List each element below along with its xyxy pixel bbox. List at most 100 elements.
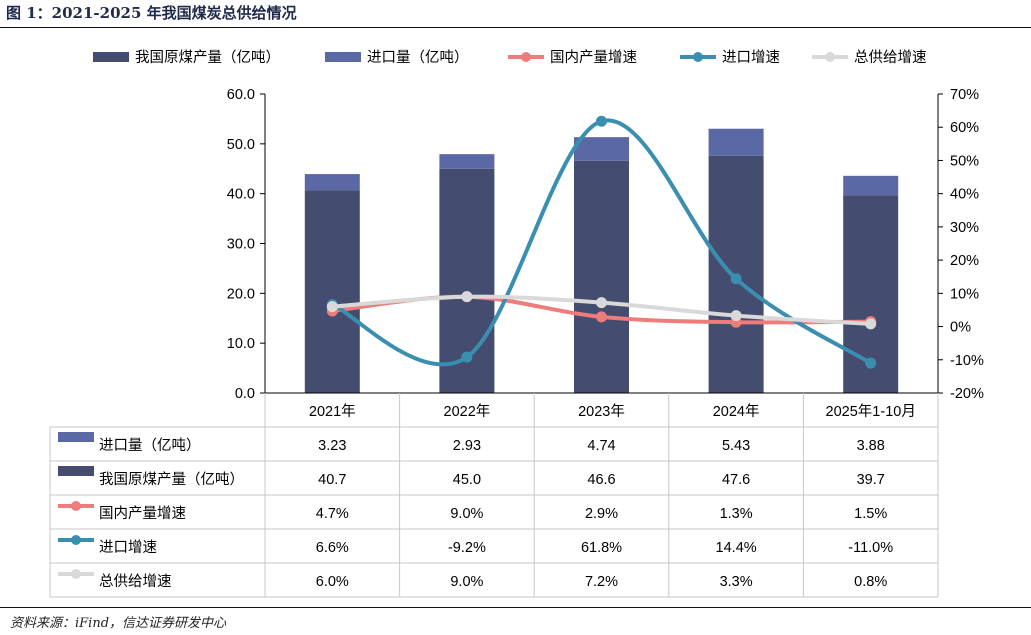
point xyxy=(865,318,877,330)
category-label: 2024年 xyxy=(713,403,760,420)
category-label: 2021年 xyxy=(309,403,356,420)
category-label: 2023年 xyxy=(578,403,625,420)
point xyxy=(730,273,742,285)
figure-title: 图 1：2021-2025 年我国煤炭总供给情况 xyxy=(6,4,297,22)
row-swatch xyxy=(58,432,94,442)
left-tick-label: 0.0 xyxy=(235,386,255,402)
point xyxy=(596,297,607,309)
legend: 我国原煤产量（亿吨） 进口量（亿吨） 国内产量增速 进口增速 总供给增速 xyxy=(93,49,927,66)
left-tick-label: 30.0 xyxy=(227,237,255,253)
row-label: 进口量（亿吨） xyxy=(99,437,201,454)
row-marker xyxy=(71,535,81,545)
row-swatch xyxy=(58,466,94,476)
right-tick-label: 0% xyxy=(950,320,971,336)
bar xyxy=(304,190,360,393)
table-cell: 3.88 xyxy=(857,438,885,454)
legend-item: 进口量（亿吨） xyxy=(325,49,469,66)
table-cell: 2.93 xyxy=(453,438,481,454)
point xyxy=(596,311,607,323)
point xyxy=(326,301,338,313)
category-label: 2022年 xyxy=(444,403,491,420)
point xyxy=(596,115,607,127)
table-cell: 4.7% xyxy=(316,506,349,522)
axes: 0.0 10.0 20.0 30.0 40.0 50.0 60.0 -20% -10% 0% 10%… xyxy=(227,87,984,402)
category-label: 2025年1-10月 xyxy=(826,403,916,420)
table-cell: 3.23 xyxy=(318,438,346,454)
table-cell: 47.6 xyxy=(722,472,750,488)
table-cell: 40.7 xyxy=(318,472,346,488)
bottom-rule xyxy=(0,607,1031,608)
right-tick-label: 30% xyxy=(950,220,979,236)
row-marker xyxy=(71,501,81,511)
table-cell: 6.6% xyxy=(316,540,349,556)
chart: 我国原煤产量（亿吨） 进口量（亿吨） 国内产量增速 进口增速 总供给增速 0.010.0… xyxy=(49,49,984,598)
right-tick-label: -10% xyxy=(950,353,984,369)
source-note: 资料来源：iFind，信达证券研发中心 xyxy=(10,616,227,631)
legend-label: 国内产量增速 xyxy=(550,49,637,66)
right-tick-label: 20% xyxy=(950,253,979,269)
row-label: 总供给增速 xyxy=(99,573,172,590)
table-row: 我国原煤产量（亿吨） 40.7 45.0 46.6 47.6 39.7 xyxy=(58,466,885,488)
bar xyxy=(439,154,495,169)
table-cell: 1.3% xyxy=(720,506,753,522)
table-cell: -9.2% xyxy=(448,540,486,556)
top-rule xyxy=(0,27,1031,28)
point xyxy=(865,357,877,369)
row-marker xyxy=(71,569,81,579)
legend-label: 我国原煤产量（亿吨） xyxy=(135,49,280,66)
legend-marker xyxy=(825,52,835,62)
bar xyxy=(708,128,764,156)
legend-item: 进口增速 xyxy=(680,49,780,66)
table-cell: 6.0% xyxy=(316,574,349,590)
table-cell: 0.8% xyxy=(854,574,887,590)
right-tick-label: -20% xyxy=(950,386,984,402)
table-cell: 9.0% xyxy=(450,574,483,590)
point xyxy=(461,291,473,303)
legend-label: 进口增速 xyxy=(722,49,780,66)
point xyxy=(461,351,473,363)
table-cell: 1.5% xyxy=(854,506,887,522)
right-tick-label: 40% xyxy=(950,187,979,203)
table-cell: 4.74 xyxy=(587,438,615,454)
row-label: 我国原煤产量（亿吨） xyxy=(99,471,244,488)
table-cell: 46.6 xyxy=(587,472,615,488)
right-tick-label: 60% xyxy=(950,120,979,136)
legend-marker xyxy=(521,52,531,62)
bar xyxy=(574,137,629,161)
table-row: 进口量（亿吨） 3.23 2.93 4.74 5.43 3.88 xyxy=(58,432,885,454)
lines xyxy=(326,115,877,369)
table-cell: 39.7 xyxy=(857,472,885,488)
right-tick-label: 70% xyxy=(950,87,979,103)
table-cell: 9.0% xyxy=(450,506,483,522)
right-tick-label: 50% xyxy=(950,153,979,169)
left-tick-label: 40.0 xyxy=(227,187,255,203)
table-row: 总供给增速 6.0% 9.0% 7.2% 3.3% 0.8% xyxy=(58,569,887,590)
legend-item: 总供给增速 xyxy=(812,49,927,66)
legend-item: 我国原煤产量（亿吨） xyxy=(93,49,280,66)
table-cell: 14.4% xyxy=(716,540,757,556)
row-label: 国内产量增速 xyxy=(99,505,186,522)
table-cell: 45.0 xyxy=(453,472,481,488)
row-label: 进口增速 xyxy=(99,539,157,556)
bar xyxy=(304,174,360,191)
legend-swatch xyxy=(325,52,361,62)
bars xyxy=(304,128,899,393)
legend-marker xyxy=(693,52,703,62)
table-cell: 5.43 xyxy=(722,438,750,454)
left-tick-label: 10.0 xyxy=(227,336,255,352)
left-tick-label: 60.0 xyxy=(227,87,255,103)
bar xyxy=(574,160,629,393)
left-tick-label: 20.0 xyxy=(227,286,255,302)
legend-item: 国内产量增速 xyxy=(508,49,637,66)
table-cell: 2.9% xyxy=(585,506,618,522)
table-row: 国内产量增速 4.7% 9.0% 2.9% 1.3% 1.5% xyxy=(58,501,887,522)
bar xyxy=(843,175,899,196)
table-cell: 7.2% xyxy=(585,574,618,590)
table-cell: 3.3% xyxy=(720,574,753,590)
table-cell: -11.0% xyxy=(848,540,893,556)
legend-label: 总供给增速 xyxy=(854,49,927,66)
table-row: 进口增速 6.6% -9.2% 61.8% 14.4% -11.0% xyxy=(58,535,893,556)
point xyxy=(730,310,742,322)
table-cell: 61.8% xyxy=(581,540,622,556)
